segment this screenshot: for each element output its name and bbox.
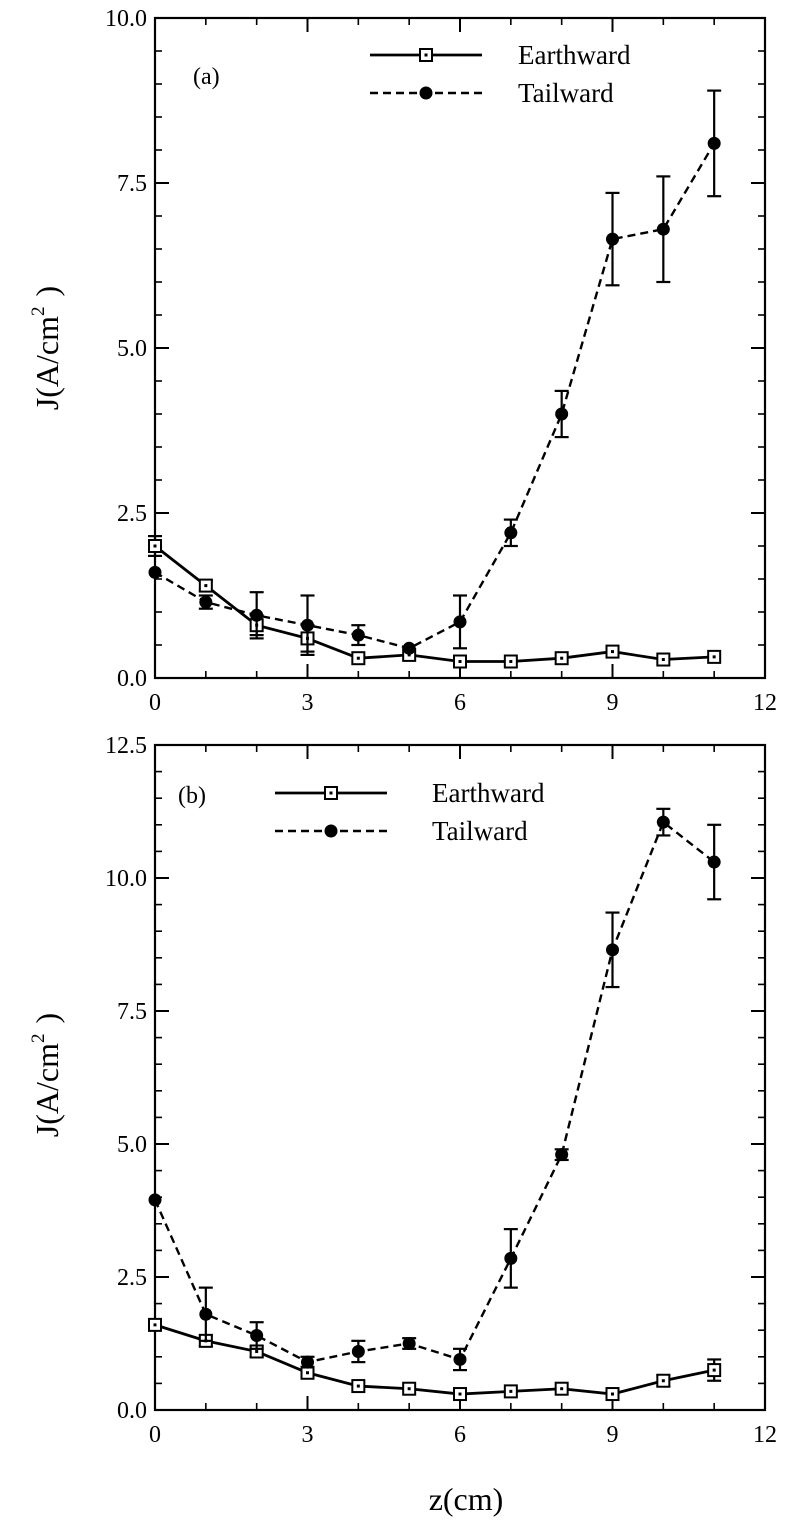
x-tick-label: 3 — [302, 690, 314, 716]
earthward-point-dot — [661, 1379, 665, 1383]
y-tick-label: 10.0 — [105, 6, 147, 32]
panel-b: 0 3 6 9 12 0.0 2.5 5.0 7.5 10.0 12.5 J(A/cm2) (b) Ear… — [28, 733, 777, 1448]
earthward-point-dot — [407, 1387, 411, 1391]
y-tick-label: 10.0 — [105, 866, 147, 892]
earthward-point-dot — [356, 1384, 360, 1388]
panel-label: (a) — [193, 64, 220, 90]
tailward-point — [606, 232, 619, 246]
tailward-point — [656, 815, 670, 829]
panel-label: (b) — [178, 783, 206, 809]
y-axis-label-main: J(A/cm — [29, 1043, 65, 1137]
tailward-point — [351, 628, 365, 642]
legend-earthward-marker-dot — [329, 791, 333, 795]
earthward-point-dot — [611, 1392, 614, 1396]
earthward-point-dot — [255, 1349, 259, 1353]
tailward-line — [154, 142, 716, 650]
tailward-point — [148, 565, 162, 579]
tailward-point — [351, 1344, 365, 1358]
x-tick-label: 12 — [753, 690, 777, 716]
tailward-point — [402, 641, 416, 655]
earthward-point-dot — [407, 653, 411, 657]
y-tick-label: 2.5 — [117, 501, 147, 527]
legend-earthward-label: Earthward — [518, 40, 631, 70]
y-axis-label-main: J(A/cm — [29, 316, 65, 410]
y-axis-label-superscript: 2 — [28, 1033, 49, 1043]
tailward-point — [555, 1148, 569, 1162]
y-tick-label: 12.5 — [105, 733, 147, 759]
earthward-point-dot — [204, 584, 208, 588]
tailward-point — [301, 618, 314, 632]
legend-tailward-label: Tailward — [518, 78, 614, 108]
tailward-point — [453, 615, 467, 629]
tailward-point — [656, 222, 670, 236]
earthward-line — [154, 544, 715, 663]
x-tick-label: 0 — [149, 1422, 161, 1448]
earthward-line — [154, 1323, 715, 1396]
tailward-point — [707, 855, 721, 869]
tailward-point — [606, 943, 619, 957]
x-tick-label: 9 — [607, 1422, 619, 1448]
y-tick-label: 0.0 — [117, 1398, 147, 1424]
tailward-point — [250, 1329, 264, 1343]
x-tick-label: 6 — [454, 690, 466, 716]
earthward-point-dot — [661, 658, 665, 662]
x-tick-label: 12 — [753, 1422, 777, 1448]
tailward-point — [250, 608, 264, 622]
legend-tailward-marker — [419, 86, 433, 100]
earthward-point-dot — [153, 544, 157, 548]
tailward-point — [199, 1307, 213, 1321]
y-tick-label: 7.5 — [117, 999, 147, 1025]
x-tick-label: 3 — [302, 1422, 314, 1448]
earthward-point-dot — [356, 656, 360, 660]
tailward-point — [504, 526, 518, 540]
tailward-point — [148, 1193, 162, 1207]
y-axis-label-close: ) — [29, 1013, 65, 1024]
earthward-point-dot — [153, 1323, 157, 1327]
tailward-point — [453, 1352, 467, 1366]
y-axis-label: J(A/cm2) — [28, 286, 65, 410]
tailward-point — [555, 407, 569, 421]
y-tick-label: 5.0 — [117, 336, 147, 362]
y-axis-label-close: ) — [29, 286, 65, 297]
y-tick-label: 5.0 — [117, 1132, 147, 1158]
tailward-point — [402, 1337, 416, 1350]
tailward-point — [301, 1355, 314, 1369]
x-axis-label: z(cm) — [429, 1481, 504, 1517]
plot-frame — [153, 16, 767, 680]
earthward-point-dot — [560, 656, 564, 660]
earthward-point-dot — [509, 1389, 513, 1393]
panel-a: 0 3 6 9 12 0.0 2.5 5.0 7.5 10.0 J(A/cm2) (a) Earthwa… — [28, 6, 777, 716]
earthward-point-dot — [306, 1371, 309, 1375]
tailward-point — [707, 136, 721, 150]
legend-tailward-marker — [324, 824, 338, 838]
tailward-point — [504, 1251, 518, 1265]
earthward-point-dot — [509, 660, 513, 663]
earthward-point-dot — [458, 1392, 462, 1396]
legend-tailward-label: Tailward — [432, 816, 528, 846]
y-tick-label: 2.5 — [117, 1265, 147, 1291]
y-tick-label: 7.5 — [117, 171, 147, 197]
legend-earthward-marker-dot — [424, 53, 428, 57]
earthward-point-dot — [560, 1387, 564, 1391]
y-axis-label-superscript: 2 — [28, 306, 49, 316]
x-tick-label: 6 — [454, 1422, 466, 1448]
tailward-point — [199, 595, 213, 609]
earthward-point-dot — [458, 660, 462, 663]
y-tick-label: 0.0 — [117, 666, 147, 692]
earthward-point-dot — [712, 1368, 716, 1372]
x-tick-label: 9 — [607, 690, 619, 716]
earthward-point-dot — [611, 650, 614, 654]
x-tick-label: 0 — [149, 690, 161, 716]
legend-earthward-label: Earthward — [432, 778, 545, 808]
earthward-point-dot — [712, 655, 716, 659]
tailward-line — [153, 820, 715, 1364]
y-axis-label: J(A/cm2) — [28, 1013, 65, 1137]
